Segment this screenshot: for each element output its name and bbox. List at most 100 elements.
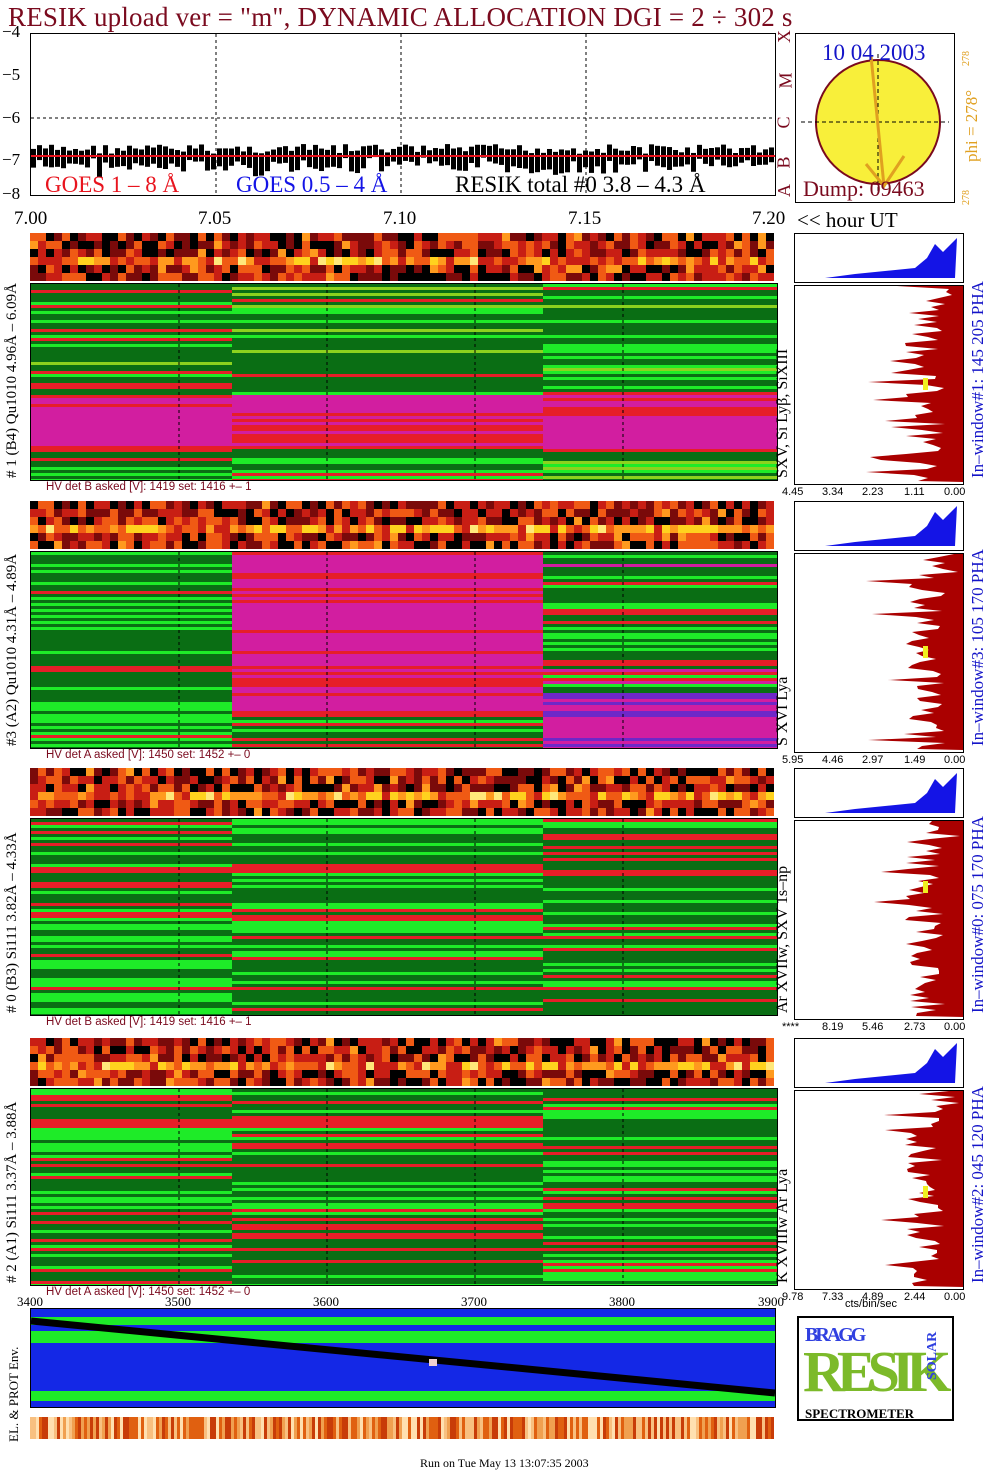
time-tick-5: 7.20 bbox=[752, 208, 786, 229]
hist-tick-label: 4.89 bbox=[862, 1291, 884, 1303]
time-tick-1: 7.00 bbox=[14, 208, 48, 229]
detector-side-label: # 0 (B3) Si111 3.82Å – 4.33Å bbox=[4, 832, 20, 1013]
hist-tick-label: 0.00 bbox=[944, 486, 966, 498]
channel-tick-2: 3500 bbox=[165, 1294, 191, 1309]
detector-block: HV det B asked [V]: 1419 set: 1416 +– 1 #… bbox=[0, 768, 1004, 1033]
detector-side-label: #3 (A2) Qu1010 4.31Å – 4.89Å bbox=[4, 553, 20, 746]
hist-tick-label: 1.11 bbox=[904, 486, 925, 498]
goes-ytick-5: −8 bbox=[2, 184, 21, 203]
in-window-label: In–window#2: 045 120 PHA bbox=[968, 1086, 987, 1283]
hist-unit-label: cts/bin/sec bbox=[845, 1298, 897, 1310]
detector-block: HV det A asked [V]: 1450 set: 1452 +– 0 #… bbox=[0, 1038, 1004, 1303]
pha-histogram bbox=[794, 233, 964, 283]
goes-ytick-3: −6 bbox=[2, 108, 21, 127]
time-tick-2: 7.05 bbox=[198, 208, 232, 229]
flare-class-b: B bbox=[773, 156, 794, 169]
legend-resik-total: RESIK total #0 3.8 – 4.3 Å bbox=[455, 172, 706, 197]
environment-side-label: EL. & PROT Env. bbox=[6, 1346, 21, 1442]
page-title: RESIK upload ver = "m", DYNAMIC ALLOCATI… bbox=[8, 2, 793, 32]
sun-position-panel bbox=[795, 33, 955, 203]
spectrogram-panel bbox=[30, 551, 778, 749]
phi-superscript: 278 bbox=[961, 51, 972, 66]
hist-tick-label: 2.44 bbox=[904, 1291, 926, 1303]
channel-tick-1: 3400 bbox=[17, 1294, 43, 1309]
hist-tick-label: 4.45 bbox=[782, 486, 804, 498]
hist-tick-label: 3.34 bbox=[822, 486, 844, 498]
roll-arrow bbox=[869, 55, 886, 187]
flare-class-m: M bbox=[775, 72, 796, 89]
observation-date: 10 04 2003 bbox=[822, 40, 926, 65]
heat-strip bbox=[30, 1038, 774, 1086]
hist-tick-label: 0.00 bbox=[944, 1291, 966, 1303]
legend-goes-short: GOES 0.5 – 4 Å bbox=[236, 172, 388, 197]
spectrum-histogram bbox=[794, 1090, 964, 1290]
hist-tick-label: 0.00 bbox=[944, 754, 966, 766]
spectrogram-panel bbox=[30, 283, 778, 481]
phi-small-label: 278 bbox=[961, 190, 972, 205]
hv-status-label: HV det A asked [V]: 1450 set: 1452 +– 0 bbox=[46, 1286, 251, 1298]
dump-number: Dump: 09463 bbox=[803, 176, 925, 201]
spectral-lines-label: Ar XVIIw, SXV 1s–np bbox=[774, 865, 791, 1013]
detector-side-label: # 1 (B4) Qu1010 4.96Å – 6.09Å bbox=[4, 283, 20, 478]
channel-tick-6: 3900 bbox=[758, 1294, 784, 1309]
heat-strip bbox=[30, 501, 774, 549]
logo-word-solar: SOLAR bbox=[925, 1331, 940, 1380]
goes-ytick-2: −5 bbox=[2, 65, 21, 84]
logo-word-spectrometer: SPECTROMETER bbox=[805, 1406, 915, 1421]
in-window-label: In–window#3: 105 170 PHA bbox=[968, 549, 987, 746]
environment-plot bbox=[31, 1317, 775, 1397]
goes-lightcurve-plot bbox=[31, 34, 775, 195]
hist-tick-label: 7.33 bbox=[822, 1291, 844, 1303]
channel-tick-3: 3600 bbox=[313, 1294, 339, 1309]
spectrogram-panel bbox=[30, 818, 778, 1016]
pha-histogram bbox=[794, 1038, 964, 1088]
flare-class-a: A bbox=[774, 184, 794, 197]
channel-tick-4: 3700 bbox=[461, 1294, 487, 1309]
hist-tick-label: 1.49 bbox=[904, 754, 926, 766]
channel-tick-5: 3800 bbox=[609, 1294, 635, 1309]
spectral-lines-label: S XVI Lya bbox=[774, 676, 791, 746]
environment-panel bbox=[30, 1308, 776, 1408]
hist-tick-label: 5.95 bbox=[782, 754, 804, 766]
phi-label: phi = 278° bbox=[962, 89, 981, 162]
environment-strip bbox=[30, 1417, 774, 1439]
spectrum-histogram bbox=[794, 820, 964, 1020]
detector-block: HV det A asked [V]: 1450 set: 1452 +– 0 #… bbox=[0, 501, 1004, 766]
goes-lightcurve-panel bbox=[30, 33, 776, 196]
legend-goes-long: GOES 1 – 8 Å bbox=[45, 172, 180, 197]
in-window-label: In–window#1: 145 205 PHA bbox=[968, 281, 987, 478]
hist-tick-label: 2.97 bbox=[862, 754, 884, 766]
detector-block: HV det B asked [V]: 1419 set: 1416 +– 1 #… bbox=[0, 233, 1004, 498]
hist-tick-label: 4.46 bbox=[822, 754, 844, 766]
pha-histogram bbox=[794, 768, 964, 818]
spectral-lines-label: K XVIIIw Ar Lya bbox=[774, 1168, 791, 1283]
hv-status-label: HV det B asked [V]: 1419 set: 1416 +– 1 bbox=[46, 1016, 252, 1028]
in-window-label: In–window#0: 075 170 PHA bbox=[968, 816, 987, 1013]
goes-ytick-1: −4 bbox=[2, 22, 21, 41]
sun-disk-plot bbox=[801, 54, 949, 194]
logo-word-main: RESIK bbox=[803, 1339, 951, 1404]
hv-status-label: HV det B asked [V]: 1419 set: 1416 +– 1 bbox=[46, 481, 252, 493]
hist-tick-label: 9.78 bbox=[782, 1291, 804, 1303]
hist-tick-label: 8.19 bbox=[822, 1021, 844, 1033]
heat-strip bbox=[30, 768, 774, 816]
flare-class-c: C bbox=[773, 116, 794, 129]
hist-tick-label: **** bbox=[782, 1021, 800, 1033]
hv-status-label: HV det A asked [V]: 1450 set: 1452 +– 0 bbox=[46, 749, 251, 761]
hist-tick-label: 5.46 bbox=[862, 1021, 884, 1033]
hist-tick-label: 0.00 bbox=[944, 1021, 966, 1033]
hist-tick-label: 2.23 bbox=[862, 486, 884, 498]
spectrogram-panel bbox=[30, 1088, 778, 1286]
goes-ytick-4: −7 bbox=[2, 150, 21, 169]
time-unit-label: << hour UT bbox=[797, 208, 898, 232]
time-tick-4: 7.15 bbox=[568, 208, 602, 229]
pha-histogram bbox=[794, 501, 964, 551]
run-timestamp: Run on Tue May 13 13:07:35 2003 bbox=[420, 1456, 589, 1470]
spectral-lines-label: SXV, Si Lyβ, SiXIII bbox=[774, 348, 791, 478]
logo-word-bragg: BRAGG bbox=[805, 1324, 866, 1346]
heat-strip bbox=[30, 233, 774, 281]
flare-class-x: X bbox=[774, 30, 794, 43]
spectrum-histogram bbox=[794, 553, 964, 753]
resik-logo: BRAGG RESIK SOLAR SPECTROMETER bbox=[797, 1316, 954, 1421]
hist-tick-label: 2.73 bbox=[904, 1021, 926, 1033]
